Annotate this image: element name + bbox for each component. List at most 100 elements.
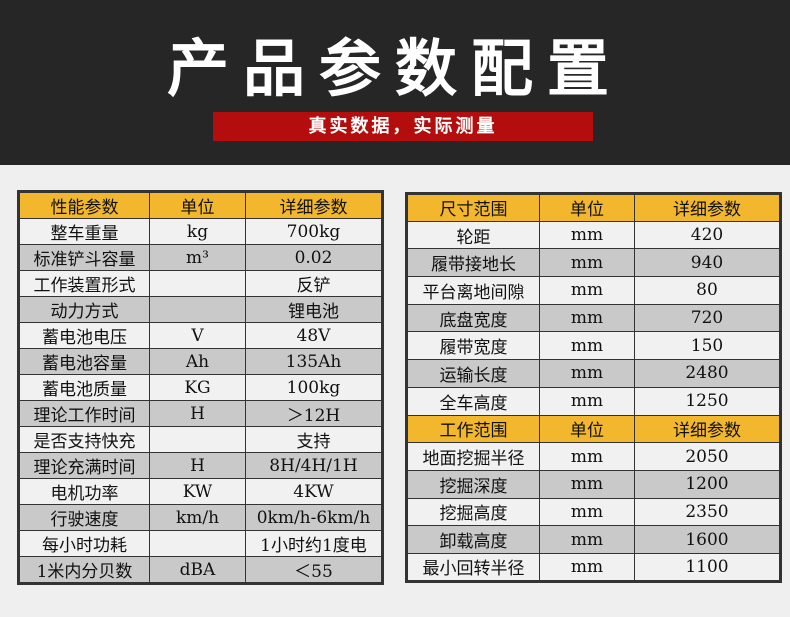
- unit-cell: Ah: [149, 348, 246, 375]
- unit-cell: kg: [149, 218, 246, 245]
- value-cell: 详细参数: [634, 193, 781, 222]
- table-row: 履带接地长 mm 940: [406, 248, 781, 278]
- table-row: 蓄电池容量 Ah 135Ah: [18, 348, 383, 375]
- value-cell: 2350: [634, 497, 781, 527]
- page-title: 产品参数配置: [166, 32, 623, 105]
- table-row: 标准铲斗容量 m³ 0.02: [18, 244, 383, 271]
- param-name-cell: 理论工作时间: [18, 400, 150, 427]
- value-cell: 详细参数: [245, 191, 383, 219]
- param-name-cell: 运输长度: [406, 359, 540, 388]
- unit-cell: V: [149, 322, 246, 349]
- value-cell: 反铲: [245, 270, 383, 297]
- table-row: 挖掘深度 mm 1200: [406, 469, 781, 499]
- param-name-cell: 行驶速度: [18, 504, 150, 531]
- unit-cell: mm: [539, 276, 635, 305]
- table-row: 整车重量 kg 700kg: [18, 218, 383, 245]
- table-row: 动力方式 锂电池: [18, 296, 383, 323]
- unit-cell: H: [149, 400, 246, 427]
- param-name-cell: 每小时功耗: [18, 530, 150, 557]
- unit-cell: mm: [539, 552, 635, 582]
- unit-cell: mm: [539, 525, 635, 554]
- unit-cell: [149, 530, 246, 557]
- table-row: 挖掘高度 mm 2350: [406, 497, 781, 527]
- param-name-cell: 底盘宽度: [406, 303, 540, 333]
- table-row: 地面挖掘半径 mm 2050: [406, 442, 781, 471]
- value-cell: 1小时约1度电: [245, 530, 383, 557]
- unit-cell: km/h: [149, 504, 246, 531]
- performance-table: 性能参数 单位 详细参数 整车重量 kg 700kg 标准铲斗容量 m³ 0.02 工作装置形式 反…: [17, 190, 384, 585]
- value-cell: 0.02: [245, 244, 383, 271]
- value-cell: 8H/4H/1H: [245, 452, 383, 479]
- value-cell: 锂电池: [245, 296, 383, 323]
- table-row: 工作装置形式 反铲: [18, 270, 383, 297]
- unit-cell: mm: [539, 248, 635, 278]
- table-row: 行驶速度 km/h 0km/h-6km/h: [18, 504, 383, 531]
- unit-cell: mm: [539, 469, 635, 499]
- value-cell: 420: [634, 220, 781, 250]
- table-row: 电机功率 KW 4KW: [18, 478, 383, 505]
- param-name-cell: 性能参数: [18, 191, 150, 219]
- param-name-cell: 电机功率: [18, 478, 150, 505]
- unit-cell: KW: [149, 478, 246, 505]
- param-name-cell: 平台离地间隙: [406, 276, 540, 305]
- table-row: 是否支持快充 支持: [18, 426, 383, 453]
- param-name-cell: 履带宽度: [406, 331, 540, 361]
- param-name-cell: 工作装置形式: [18, 270, 150, 297]
- unit-cell: m³: [149, 244, 246, 271]
- value-cell: 1100: [634, 552, 781, 582]
- value-cell: 4KW: [245, 478, 383, 505]
- param-name-cell: 挖掘深度: [406, 469, 540, 499]
- unit-cell: 单位: [539, 414, 635, 444]
- unit-cell: H: [149, 452, 246, 479]
- value-cell: 1250: [634, 386, 781, 416]
- table-header-row: 性能参数 单位 详细参数: [18, 191, 383, 219]
- value-cell: 详细参数: [634, 414, 781, 444]
- unit-cell: mm: [539, 220, 635, 250]
- value-cell: 1200: [634, 469, 781, 499]
- dimension-table: 尺寸范围 单位 详细参数 轮距 mm 420 履带接地长 mm 940 平台离地间隙 mm 80 底盘宽…: [405, 192, 782, 583]
- table-row: 卸载高度 mm 1600: [406, 525, 781, 554]
- param-name-cell: 挖掘高度: [406, 497, 540, 527]
- value-cell: 1600: [634, 525, 781, 554]
- table-row: 底盘宽度 mm 720: [406, 303, 781, 333]
- param-name-cell: 轮距: [406, 220, 540, 250]
- value-cell: 支持: [245, 426, 383, 453]
- subtitle-banner: 真实数据，实际测量: [213, 112, 593, 141]
- unit-cell: dBA: [149, 556, 246, 584]
- value-cell: 48V: [245, 322, 383, 349]
- table-row: 蓄电池质量 KG 100kg: [18, 374, 383, 401]
- table-row: 平台离地间隙 mm 80: [406, 276, 781, 305]
- unit-cell: mm: [539, 442, 635, 471]
- table-row: 全车高度 mm 1250: [406, 386, 781, 416]
- value-cell: 100kg: [245, 374, 383, 401]
- value-cell: ＞12H: [245, 400, 383, 427]
- param-name-cell: 全车高度: [406, 386, 540, 416]
- param-name-cell: 是否支持快充: [18, 426, 150, 453]
- value-cell: 2050: [634, 442, 781, 471]
- param-name-cell: 理论充满时间: [18, 452, 150, 479]
- unit-cell: mm: [539, 386, 635, 416]
- value-cell: 940: [634, 248, 781, 278]
- unit-cell: [149, 296, 246, 323]
- param-name-cell: 蓄电池电压: [18, 322, 150, 349]
- table-row: 最小回转半径 mm 1100: [406, 552, 781, 582]
- param-name-cell: 动力方式: [18, 296, 150, 323]
- table-row: 理论充满时间 H 8H/4H/1H: [18, 452, 383, 479]
- table-header-row: 尺寸范围 单位 详细参数: [406, 193, 781, 222]
- value-cell: 720: [634, 303, 781, 333]
- table-row: 理论工作时间 H ＞12H: [18, 400, 383, 427]
- unit-cell: mm: [539, 331, 635, 361]
- table-row: 履带宽度 mm 150: [406, 331, 781, 361]
- table-row: 轮距 mm 420: [406, 220, 781, 250]
- param-name-cell: 1米内分贝数: [18, 556, 150, 584]
- table-row: 每小时功耗 1小时约1度电: [18, 530, 383, 557]
- table-row: 1米内分贝数 dBA ＜55: [18, 556, 383, 584]
- value-cell: 80: [634, 276, 781, 305]
- param-name-cell: 尺寸范围: [406, 193, 540, 222]
- param-name-cell: 工作范围: [406, 414, 540, 444]
- value-cell: 135Ah: [245, 348, 383, 375]
- unit-cell: KG: [149, 374, 246, 401]
- param-name-cell: 蓄电池容量: [18, 348, 150, 375]
- param-name-cell: 地面挖掘半径: [406, 442, 540, 471]
- unit-cell: 单位: [539, 193, 635, 222]
